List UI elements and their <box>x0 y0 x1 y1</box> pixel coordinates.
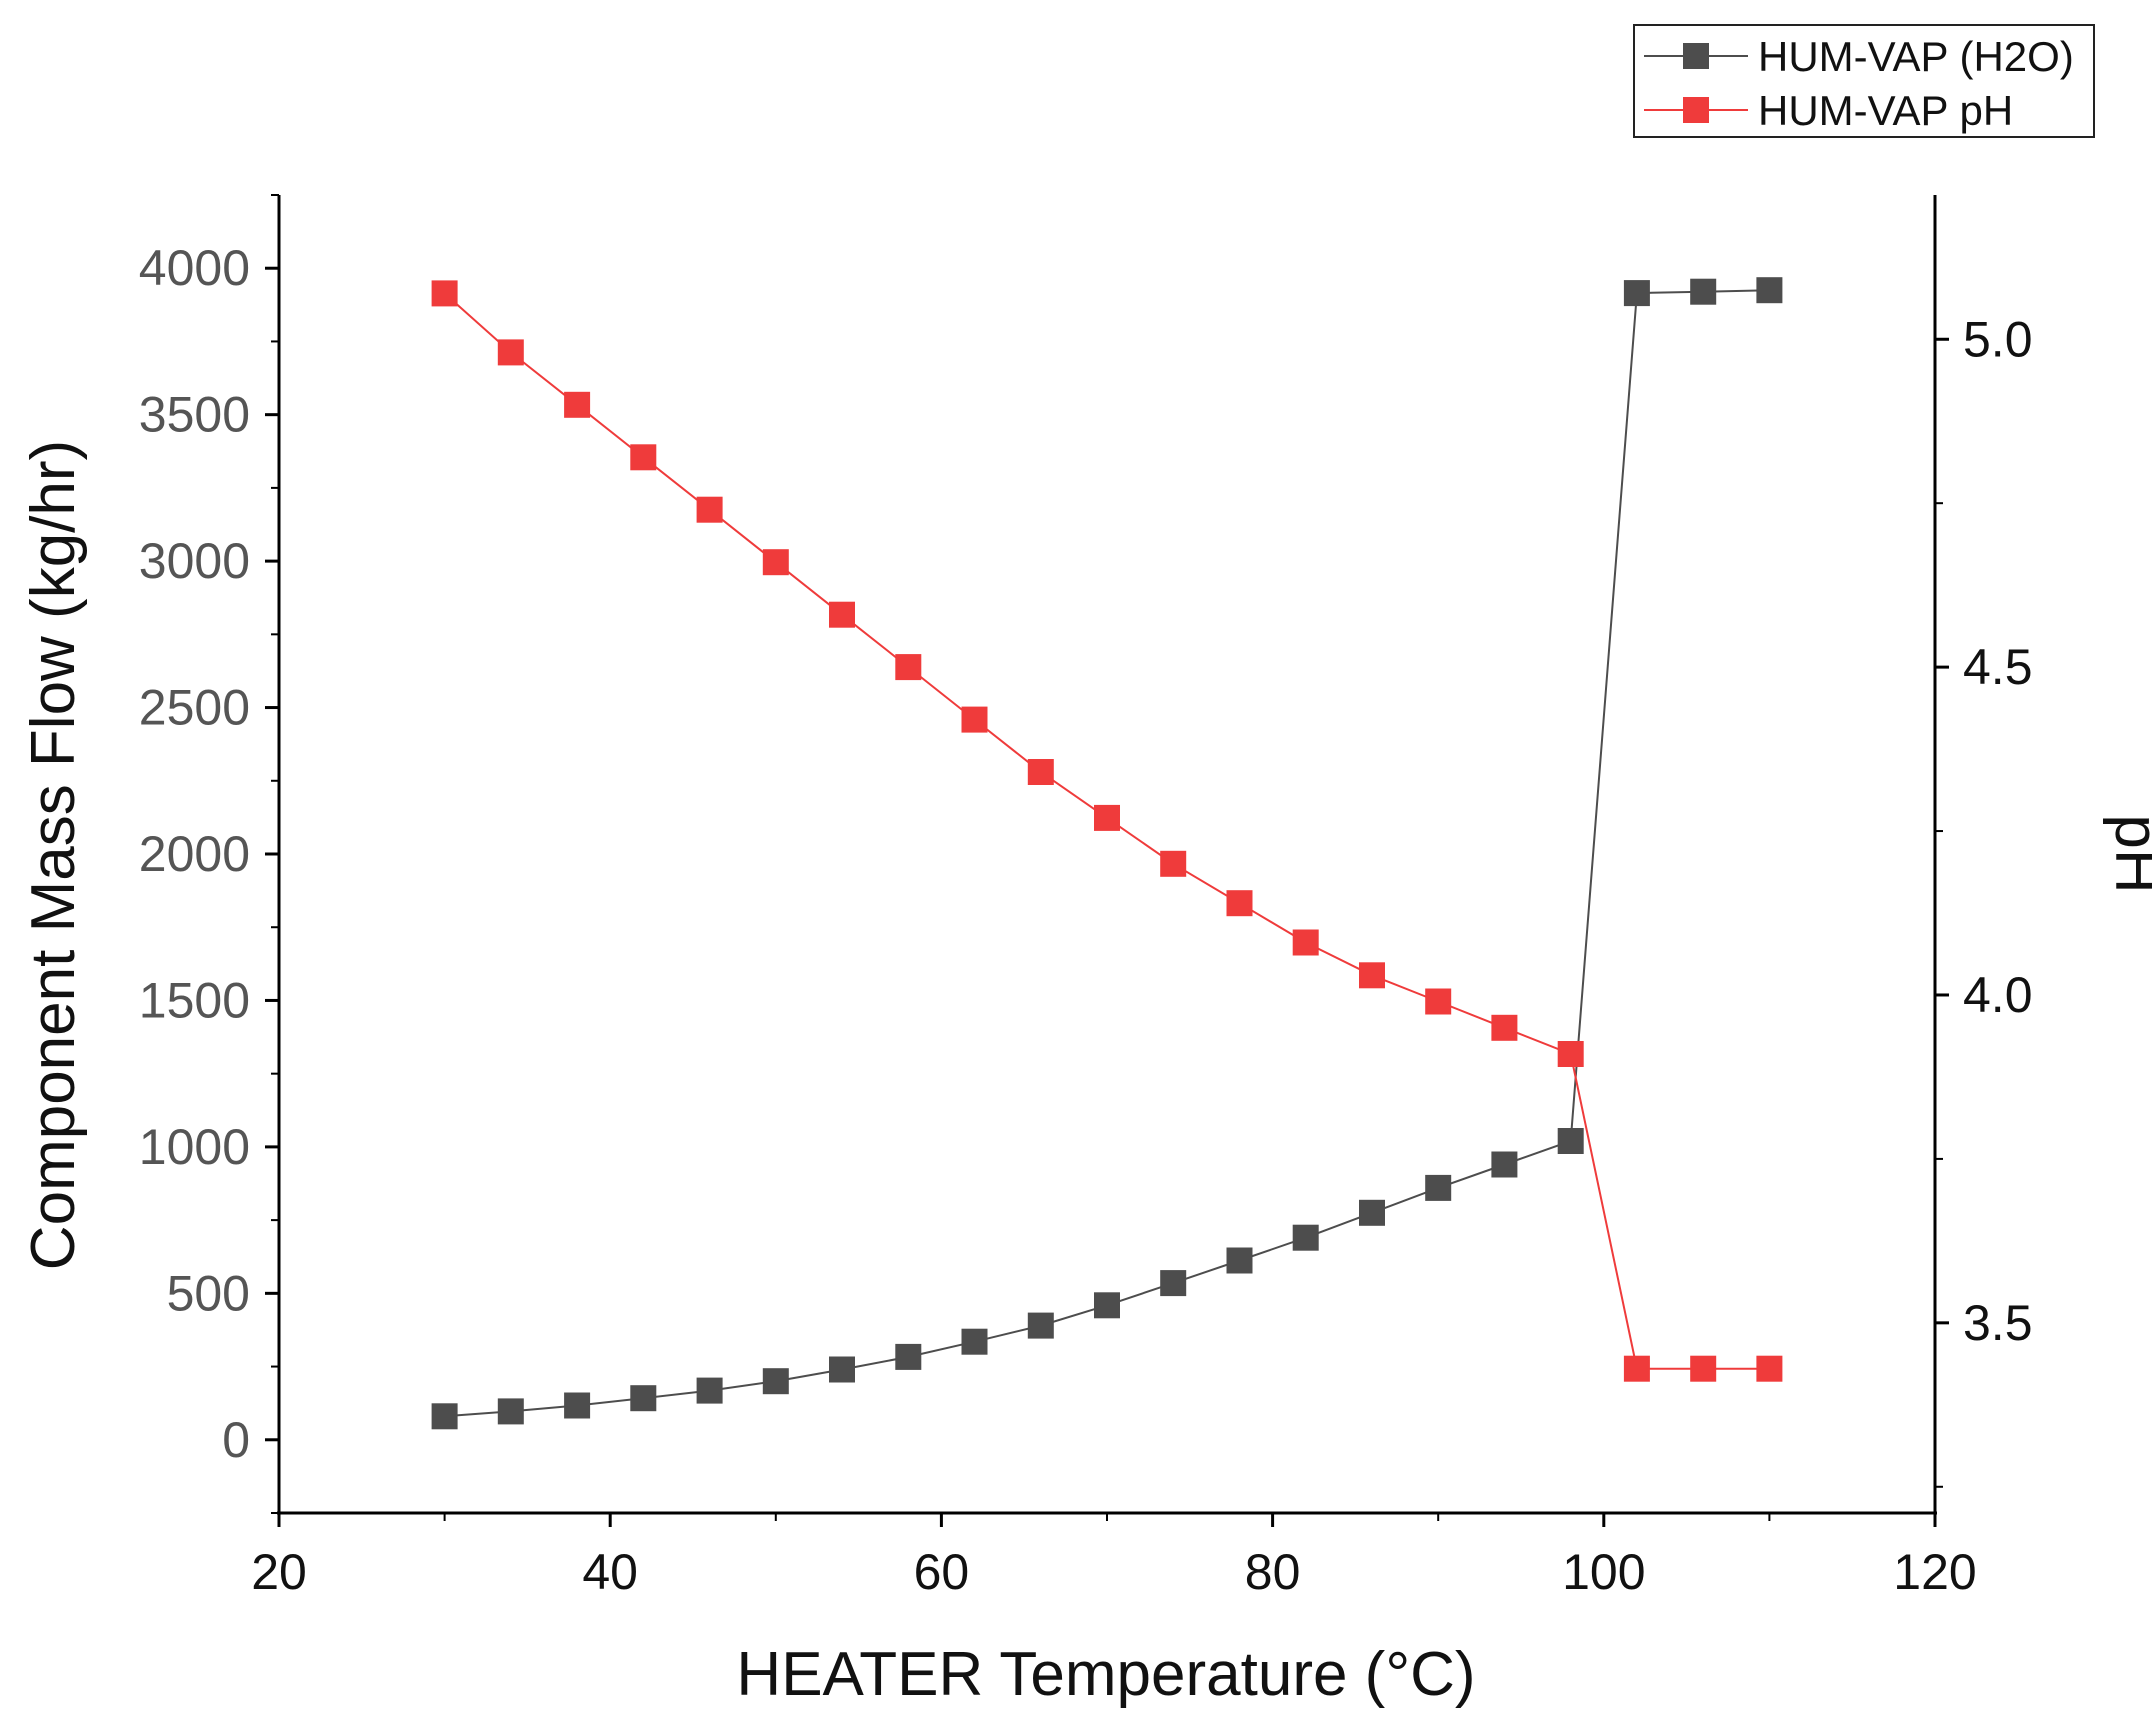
data-point <box>895 1343 922 1370</box>
legend-label: HUM-VAP pH <box>1758 87 2013 134</box>
data-point <box>1557 1128 1584 1154</box>
y2-tick-label: 5.0 <box>1963 311 2033 367</box>
data-point <box>564 391 591 418</box>
data-point <box>895 654 922 681</box>
legend-item: HUM-VAP pH <box>1644 87 2013 134</box>
data-point <box>696 496 723 523</box>
y-tick-label: 3000 <box>139 533 250 589</box>
y-tick-label: 0 <box>222 1412 250 1468</box>
data-point <box>1623 280 1650 307</box>
y-tick-label: 3500 <box>139 387 250 443</box>
x-tick-label: 20 <box>251 1544 307 1600</box>
y-tick-label: 1500 <box>139 972 250 1028</box>
data-point <box>1094 804 1120 831</box>
data-point <box>497 339 524 366</box>
data-point <box>762 1368 789 1395</box>
data-point <box>1226 890 1253 917</box>
y-tick-label: 2000 <box>139 826 250 882</box>
data-point <box>1491 1014 1518 1041</box>
data-point <box>1425 1174 1452 1201</box>
data-point <box>829 1356 855 1383</box>
x-tick-label: 40 <box>582 1544 638 1600</box>
data-point <box>1359 1199 1385 1226</box>
data-point <box>696 1377 723 1404</box>
data-point <box>564 1392 591 1419</box>
y-tick-label: 2500 <box>139 680 250 736</box>
x-tick-label: 60 <box>914 1544 970 1600</box>
y-tick-label: 500 <box>167 1265 250 1321</box>
data-point <box>1425 988 1452 1015</box>
series-layer <box>431 277 1783 1430</box>
data-point <box>1292 1224 1319 1251</box>
data-point <box>1160 850 1187 877</box>
data-point <box>431 1403 458 1430</box>
data-point <box>497 1398 524 1425</box>
data-point <box>1690 278 1717 305</box>
data-point <box>431 280 458 307</box>
legend-label: HUM-VAP (H2O) <box>1758 33 2074 80</box>
data-point <box>1491 1151 1518 1178</box>
data-point <box>1226 1247 1253 1274</box>
data-point <box>762 549 789 576</box>
x-tick-label: 80 <box>1245 1544 1301 1600</box>
data-point <box>1292 929 1319 956</box>
data-point <box>630 1385 657 1412</box>
data-point <box>1557 1041 1584 1067</box>
y2-tick-label: 3.5 <box>1963 1295 2033 1351</box>
series-2 <box>431 280 1783 1382</box>
data-point <box>961 1328 988 1355</box>
y-tick-label: 4000 <box>139 240 250 296</box>
data-point <box>1756 1355 1783 1382</box>
legend-marker <box>1683 97 1709 123</box>
y2-axis-title: pH <box>2102 814 2152 893</box>
legend-marker <box>1683 43 1709 69</box>
data-point <box>1623 1355 1650 1382</box>
data-point <box>829 601 855 628</box>
x-tick-label: 100 <box>1562 1544 1645 1600</box>
data-point <box>1027 759 1054 785</box>
series-1 <box>431 277 1783 1430</box>
data-point <box>1094 1292 1120 1319</box>
legend-frame <box>1633 24 2095 138</box>
y2-tick-label: 4.5 <box>1963 639 2033 695</box>
data-point <box>1756 277 1783 304</box>
y2-tick-label: 4.0 <box>1963 967 2033 1023</box>
x-tick-label: 120 <box>1893 1544 1976 1600</box>
data-point <box>630 444 657 471</box>
legend-item: HUM-VAP (H2O) <box>1644 33 2074 80</box>
data-point <box>1359 962 1385 989</box>
y-tick-label: 1000 <box>139 1119 250 1175</box>
legend: HUM-VAP (H2O) HUM-VAP pH <box>1633 24 2095 138</box>
axes: 20 40 60 80 100 120 0 500 1000 1500 2000 2500 3000 3… <box>139 194 2033 1600</box>
data-point <box>1160 1270 1187 1297</box>
data-point <box>1027 1312 1054 1339</box>
x-axis-title: HEATER Temperature (°C) <box>736 1640 1475 1709</box>
data-point <box>961 706 988 733</box>
y-axis-title: Component Mass Flow (kg/hr) <box>19 440 88 1270</box>
data-point <box>1690 1355 1717 1382</box>
